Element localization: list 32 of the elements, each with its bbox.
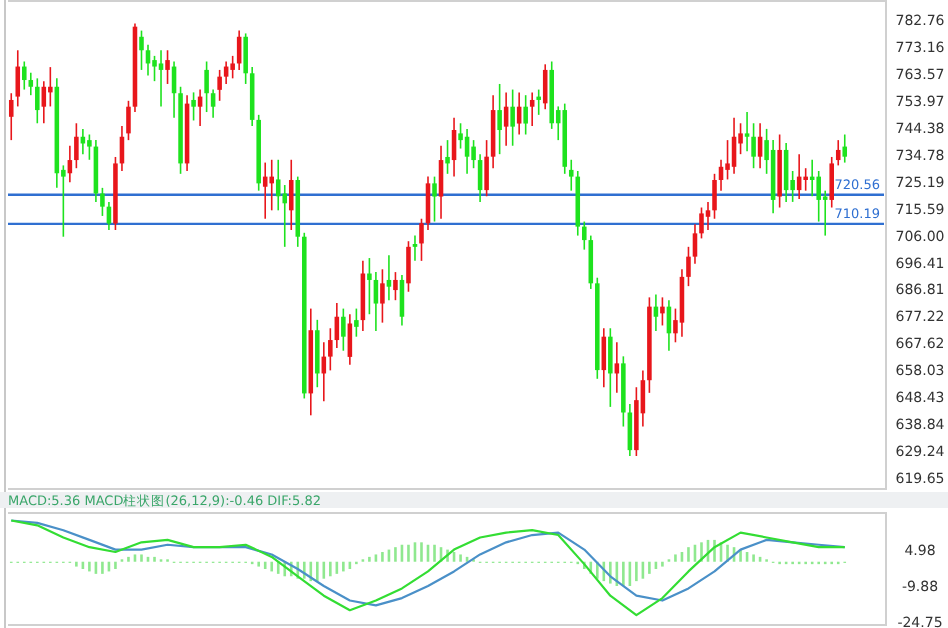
candlestick <box>165 49 170 85</box>
candlestick <box>842 133 848 164</box>
candlestick <box>803 167 808 192</box>
candlestick <box>744 111 750 153</box>
candlestick <box>660 296 665 327</box>
candlestick <box>269 158 274 212</box>
candlestick <box>393 271 398 301</box>
candlestick <box>412 234 418 262</box>
candlestick <box>315 319 320 389</box>
candlestick <box>445 139 450 175</box>
candlestick <box>432 175 437 223</box>
candlestick <box>48 66 53 108</box>
candlestick <box>288 158 294 231</box>
candlestick <box>536 88 541 116</box>
candlestick <box>217 69 222 102</box>
candlestick <box>386 254 392 301</box>
candlestick <box>523 94 528 136</box>
candlestick <box>529 91 535 127</box>
candlestick <box>380 268 385 324</box>
candlestick <box>510 88 515 147</box>
candlestick <box>35 77 40 125</box>
candlestick <box>777 133 782 209</box>
candlestick <box>497 83 502 155</box>
candlestick <box>139 29 144 71</box>
candlestick <box>191 91 196 122</box>
candlestick <box>608 327 613 408</box>
candlestick <box>406 240 411 293</box>
candlestick <box>354 307 359 338</box>
candlestick <box>22 60 27 91</box>
candlestick <box>158 49 164 108</box>
candlestick <box>204 60 209 113</box>
candlestick <box>341 307 346 352</box>
